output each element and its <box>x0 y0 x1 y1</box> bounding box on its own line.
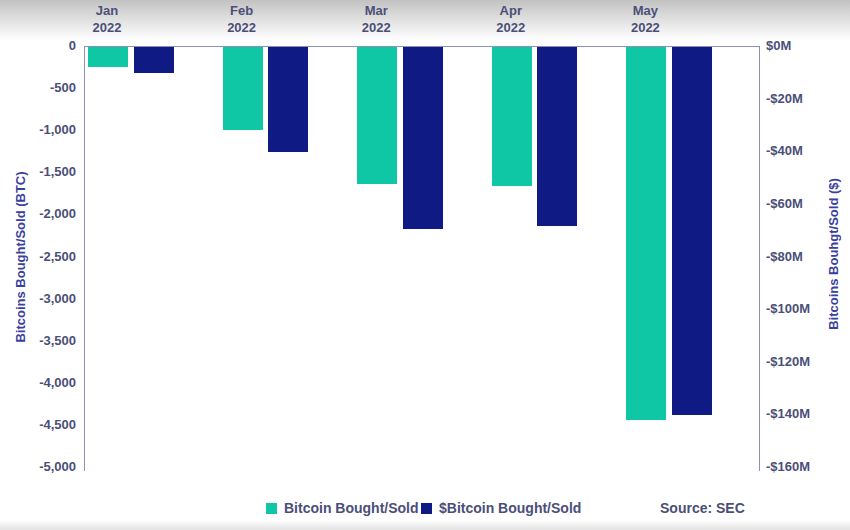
left-tick: -1,500 <box>0 164 76 180</box>
right-tick: $0M <box>766 38 846 54</box>
left-tick: -2,500 <box>0 249 76 265</box>
bar-usd-mar <box>403 47 443 229</box>
legend-swatch-navy <box>421 503 432 514</box>
left-tick: -500 <box>0 80 76 96</box>
left-tick: -1,000 <box>0 122 76 138</box>
left-tick: 0 <box>0 38 76 54</box>
left-tick: -3,000 <box>0 291 76 307</box>
right-tick: -$60M <box>766 196 846 212</box>
legend-item-btc: Bitcoin Bought/Sold <box>266 500 419 516</box>
legend-label-usd: $Bitcoin Bought/Sold <box>439 500 581 516</box>
right-tick: -$100M <box>766 301 846 317</box>
right-tick: -$80M <box>766 249 846 265</box>
legend-item-usd: $Bitcoin Bought/Sold <box>421 500 581 516</box>
left-tick: -4,000 <box>0 375 76 391</box>
bar-usd-jan <box>134 47 174 73</box>
right-tick: -$120M <box>766 354 846 370</box>
bar-btc-apr <box>492 47 532 186</box>
left-tick: -3,500 <box>0 333 76 349</box>
left-tick: -2,000 <box>0 206 76 222</box>
chart-canvas: Bitcoins Bought/Sold (BTC) Bitcoins Bouh… <box>0 0 850 530</box>
bottom-gradient <box>0 520 850 530</box>
bar-usd-apr <box>537 47 577 226</box>
bar-btc-mar <box>357 47 397 184</box>
left-tick: -4,500 <box>0 417 76 433</box>
right-tick: -$160M <box>766 459 846 475</box>
x-label-feb: Feb 2022 <box>182 2 302 36</box>
right-tick: -$20M <box>766 91 846 107</box>
left-tick: -5,000 <box>0 459 76 475</box>
right-tick: -$40M <box>766 143 846 159</box>
legend-label-btc: Bitcoin Bought/Sold <box>284 500 419 516</box>
plot-area <box>84 46 760 471</box>
x-label-mar: Mar 2022 <box>316 2 436 36</box>
bar-btc-feb <box>223 47 263 130</box>
bar-usd-feb <box>268 47 308 152</box>
source-note: Source: SEC <box>660 500 750 516</box>
legend-swatch-teal <box>266 503 277 514</box>
x-label-may: May 2022 <box>585 2 705 36</box>
right-tick: -$140M <box>766 406 846 422</box>
bar-btc-jan <box>88 47 128 67</box>
bar-btc-may <box>626 47 666 420</box>
x-label-apr: Apr 2022 <box>451 2 571 36</box>
bar-usd-may <box>672 47 712 415</box>
x-label-jan: Jan 2022 <box>47 2 167 36</box>
